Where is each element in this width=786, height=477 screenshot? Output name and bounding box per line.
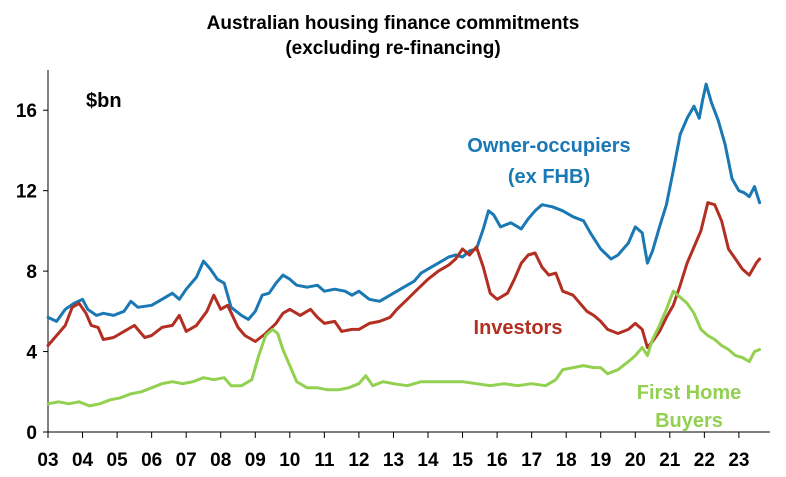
x-tick-label: 14 <box>417 450 439 471</box>
y-tick-label: 8 <box>26 262 37 283</box>
series-label-1: Owner-occupiers <box>467 135 630 157</box>
series-line-2 <box>46 201 762 349</box>
y-tick-label: 4 <box>26 343 37 364</box>
x-tick-label: 16 <box>487 450 508 471</box>
series-label-1: (ex FHB) <box>508 166 590 188</box>
x-tick-label: 20 <box>625 450 646 471</box>
series-label-3: Buyers <box>655 410 723 432</box>
x-tick-label: 10 <box>279 450 300 471</box>
x-tick-label: 12 <box>348 450 369 471</box>
x-tick-label: 21 <box>659 450 681 471</box>
series-label-2: Investors <box>474 317 563 339</box>
series-layer <box>46 82 762 408</box>
series-line-1 <box>46 82 762 323</box>
x-tick-label: 03 <box>37 450 58 471</box>
x-tick-label: 23 <box>728 450 749 471</box>
y-tick-label: 0 <box>26 423 37 444</box>
series-label-3: First Home <box>637 382 741 404</box>
x-tick-label: 04 <box>72 450 94 471</box>
y-tick-label: 16 <box>16 101 37 122</box>
x-tick-label: 11 <box>314 450 335 471</box>
x-tick-label: 08 <box>210 450 231 471</box>
x-tick-label: 19 <box>590 450 611 471</box>
x-tick-label: 22 <box>694 450 715 471</box>
x-tick-label: 18 <box>556 450 577 471</box>
series-line-3 <box>46 289 762 408</box>
x-tick-label: 09 <box>245 450 266 471</box>
x-tick-label: 17 <box>521 450 542 471</box>
chart-subtitle: (excluding re-financing) <box>285 38 501 59</box>
chart-title: Australian housing finance commitments <box>206 13 580 34</box>
x-tick-label: 07 <box>176 450 197 471</box>
y-tick-label: 12 <box>16 182 37 203</box>
x-tick-label: 15 <box>452 450 474 471</box>
unit-label: $bn <box>86 90 122 112</box>
series-labels: Owner-occupiers (ex FHB) Investors First Ho… <box>467 135 741 432</box>
x-tick-label: 06 <box>141 450 162 471</box>
x-tick-label: 13 <box>383 450 404 471</box>
x-tick-label: 05 <box>107 450 129 471</box>
